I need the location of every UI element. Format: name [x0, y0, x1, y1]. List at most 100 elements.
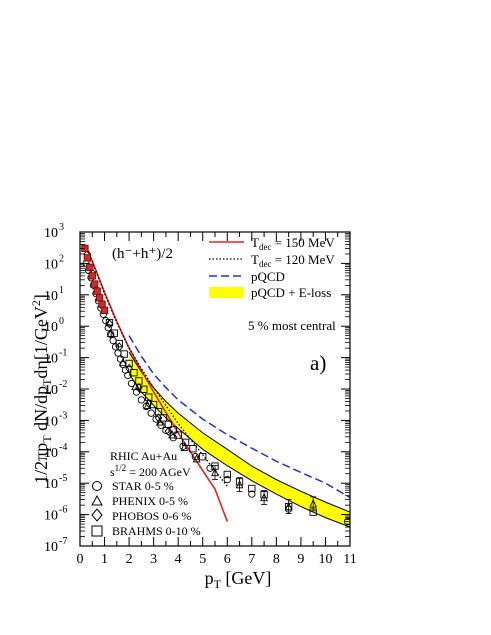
x-tick-label: 2	[126, 552, 133, 567]
star-point	[191, 453, 200, 461]
brahms-point	[164, 420, 173, 428]
brahms-point	[169, 426, 177, 434]
y-tick-exponent: -4	[59, 442, 67, 453]
y-tick-label: 10	[44, 257, 58, 272]
legend-marker-brahms	[91, 525, 103, 537]
brahms-point	[154, 407, 163, 416]
brahms-point	[189, 445, 197, 453]
brahms-point	[235, 478, 244, 486]
brahms-point	[140, 385, 148, 393]
star-point	[248, 490, 256, 498]
legend-bottom: STAR 0-5 % PHENIX 0-5 % PHOBOS 0-6 % BRA…	[91, 479, 201, 538]
phenix-point	[192, 453, 201, 463]
phenix-point	[143, 400, 152, 410]
y-tick-label: 10	[44, 320, 58, 335]
x-tick-label: 6	[224, 552, 231, 567]
y-tick-label: 10	[44, 226, 58, 241]
x-tick-label: 11	[343, 552, 356, 567]
eloss-band	[129, 352, 350, 528]
brahms-point	[120, 350, 128, 358]
x-tick-label: 7	[248, 552, 255, 567]
legend-label-tdec150: Tdec = 150 MeV	[251, 235, 335, 252]
phobos-point	[115, 342, 124, 352]
y-tick-label: 10	[44, 477, 58, 492]
legend-band-eloss	[209, 287, 244, 298]
star-point	[179, 442, 187, 450]
system-annotation-2: s1/2 = 200 AGeV	[110, 463, 191, 479]
legend-label-tdec120: Tdec = 120 MeV	[251, 252, 335, 269]
brahms-point	[181, 438, 190, 446]
y-tick-exponent: -3	[59, 410, 67, 421]
y-tick-label: 10	[44, 352, 58, 367]
brahms-point	[199, 453, 207, 461]
star-point	[223, 475, 231, 484]
brahms-point	[174, 431, 182, 439]
legend-marker-phenix	[91, 494, 103, 506]
pqcd-curve	[128, 335, 350, 499]
brahms-point	[135, 377, 143, 385]
legend-marker-star	[92, 481, 102, 491]
y-tick-exponent: -6	[59, 505, 67, 516]
brahms-point	[145, 393, 153, 401]
x-tick-label: 4	[175, 552, 182, 567]
y-tick-exponent: -5	[59, 473, 67, 484]
brahms-point	[86, 263, 94, 271]
star-point	[343, 517, 350, 526]
brahms-point	[211, 462, 219, 470]
star-point	[147, 409, 155, 417]
phenix-point	[119, 357, 127, 367]
brahms-point	[83, 254, 92, 262]
star-point	[102, 317, 110, 325]
x-tick-label: 10	[318, 552, 332, 567]
brahms-point	[125, 359, 133, 368]
y-tick-label: 10	[44, 540, 58, 555]
brahms-point	[110, 329, 119, 337]
brahms-point	[91, 280, 99, 288]
phenix-point	[180, 442, 189, 451]
y-tick-label: 10	[44, 414, 58, 429]
x-tick-label: 9	[297, 552, 304, 567]
y-tick-label: 10	[44, 289, 58, 304]
x-tick-label: 1	[101, 552, 108, 567]
legend-label-star: STAR 0-5 %	[112, 479, 174, 493]
brahms-point	[100, 306, 109, 314]
brahms-point	[98, 300, 106, 308]
y-axis-label: 1/2πpT dN/dpTdη[1/GeV2]	[29, 294, 54, 484]
y-tick-label: 10	[44, 383, 58, 398]
y-tick-label: 10	[44, 446, 58, 461]
centrality-annotation: 5 % most central	[248, 318, 336, 333]
star-point	[114, 349, 122, 357]
legend-label-phobos: PHOBOS 0-6 %	[112, 509, 191, 523]
brahms-point	[309, 508, 317, 516]
y-tick-exponent: 1	[59, 285, 64, 296]
brahms-point	[130, 369, 138, 377]
legend-top: Tdec = 150 MeV Tdec = 120 MeV pQCD pQCD …	[209, 235, 335, 300]
tdec150-curve	[84, 244, 229, 522]
brahms-point	[149, 400, 158, 409]
y-tick-exponent: -2	[59, 379, 67, 390]
brahms-point	[115, 339, 123, 348]
legend-label-phenix: PHENIX 0-5 %	[112, 494, 188, 508]
brahms-point	[95, 294, 104, 302]
phenix-point	[168, 429, 176, 439]
phobos-point	[105, 318, 114, 329]
phenix-point	[106, 328, 115, 337]
panel-label: a)	[310, 351, 326, 375]
star-point	[109, 336, 117, 345]
brahms-point	[284, 502, 293, 511]
brahms-point	[223, 470, 231, 479]
brahms-point	[159, 414, 168, 422]
legend-label-pqcd: pQCD	[251, 269, 285, 284]
y-tick-exponent: -7	[59, 536, 67, 547]
legend-marker-phobos	[91, 508, 103, 522]
y-tick-exponent: 2	[59, 253, 64, 264]
system-annotation-1: RHIC Au+Au	[110, 449, 177, 463]
y-tick-exponent: 3	[59, 222, 64, 233]
star-point	[206, 464, 214, 472]
y-tick-exponent: -1	[59, 348, 67, 359]
x-axis-label: pT [GeV]	[205, 568, 272, 591]
particle-annotation: (h⁻+h⁺)/2	[112, 246, 173, 262]
x-tick-label: 5	[199, 552, 206, 567]
brahms-point	[93, 287, 101, 295]
